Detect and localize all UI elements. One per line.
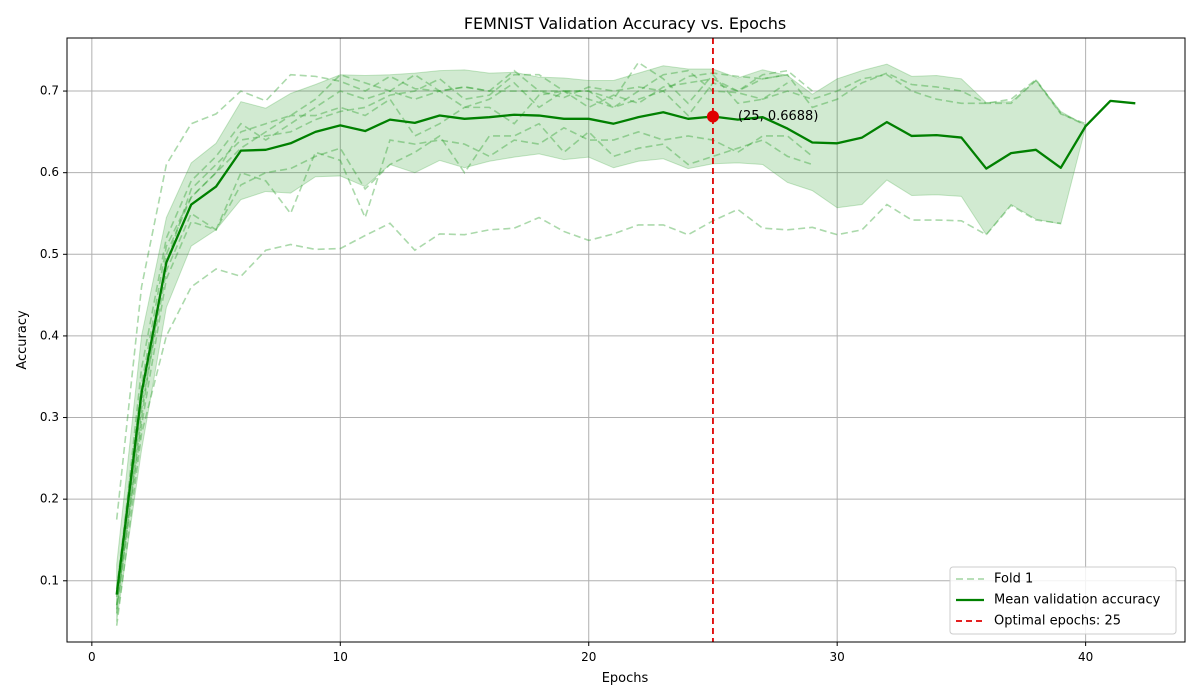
chart-title: FEMNIST Validation Accuracy vs. Epochs — [464, 14, 786, 33]
x-axis-ticks: 0 10 20 30 40 — [88, 642, 1093, 664]
y-tick-label: 0.3 — [40, 410, 59, 424]
x-axis-label: Epochs — [602, 671, 649, 686]
x-tick-label: 30 — [830, 650, 845, 664]
y-tick-label: 0.2 — [40, 492, 59, 506]
mean-validation-line — [115, 99, 1136, 595]
y-axis-label: Accuracy — [15, 310, 30, 370]
legend-label-mean: Mean validation accuracy — [994, 593, 1161, 608]
optimal-point — [706, 110, 719, 123]
plot-frame — [66, 37, 1186, 643]
fold-line-4 — [115, 61, 788, 606]
y-tick-label: 0.4 — [40, 328, 59, 342]
y-tick-label: 0.5 — [40, 247, 59, 261]
y-axis-ticks: 0.1 0.2 0.3 0.4 0.5 0.6 0.7 — [40, 84, 67, 587]
fold-line-6 — [115, 122, 813, 610]
fold-line-2 — [115, 69, 1086, 598]
x-tick-label: 40 — [1078, 650, 1093, 664]
fold-line-8 — [115, 203, 1061, 626]
optimal-annotation: (25, 0.6688) — [738, 109, 818, 124]
legend-label-fold: Fold 1 — [994, 572, 1033, 587]
y-tick-label: 0.1 — [40, 573, 59, 587]
legend: Fold 1 Mean validation accuracy Optimal ep… — [949, 566, 1177, 635]
optimal-marker: (25, 0.6688) — [706, 38, 818, 642]
fold-line-7 — [115, 126, 813, 606]
x-tick-label: 10 — [333, 650, 348, 664]
y-tick-label: 0.6 — [40, 165, 59, 179]
grid — [67, 38, 1185, 642]
fold-line-3 — [115, 69, 1086, 614]
y-tick-label: 0.7 — [40, 84, 59, 98]
fold-line-5 — [115, 69, 813, 590]
x-tick-label: 20 — [581, 650, 596, 664]
fold-lines — [115, 61, 1086, 626]
mean-line — [115, 99, 1136, 595]
legend-label-optimal: Optimal epochs: 25 — [994, 614, 1121, 629]
x-tick-label: 0 — [88, 650, 96, 664]
legend-box — [949, 566, 1177, 635]
